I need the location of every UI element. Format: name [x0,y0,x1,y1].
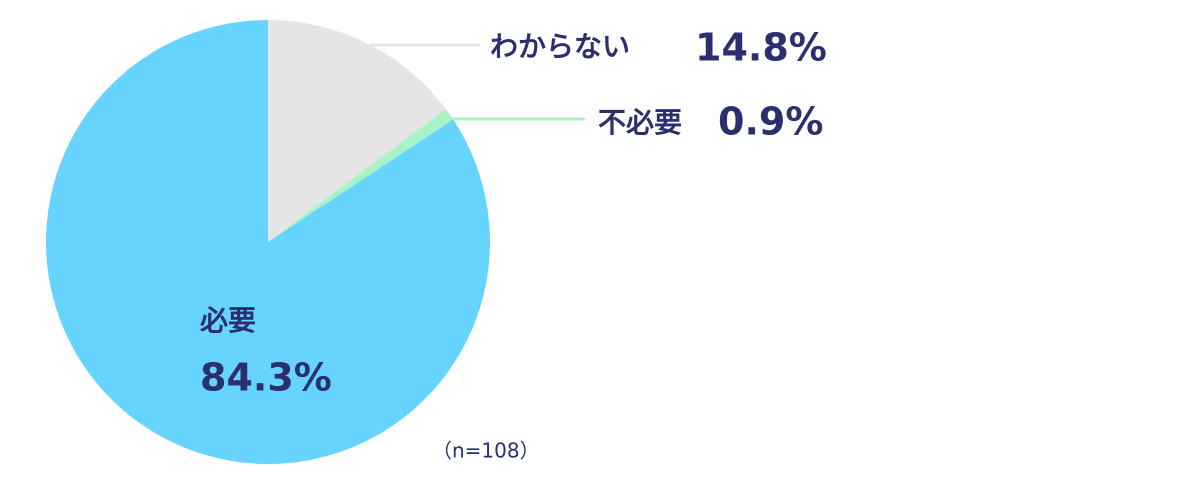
value-label: 84.3% [200,356,332,400]
pie-slice [268,109,454,242]
slice-label: 不必要 [598,106,682,139]
slice-label: わからない [490,30,630,63]
sample-note: （n=108） [432,439,540,463]
value-label: 14.8% [695,26,827,70]
pie-slice [268,20,446,242]
slice-label: 必要 [200,304,256,337]
pie-slice [46,20,490,464]
value-label: 0.9% [718,100,823,144]
